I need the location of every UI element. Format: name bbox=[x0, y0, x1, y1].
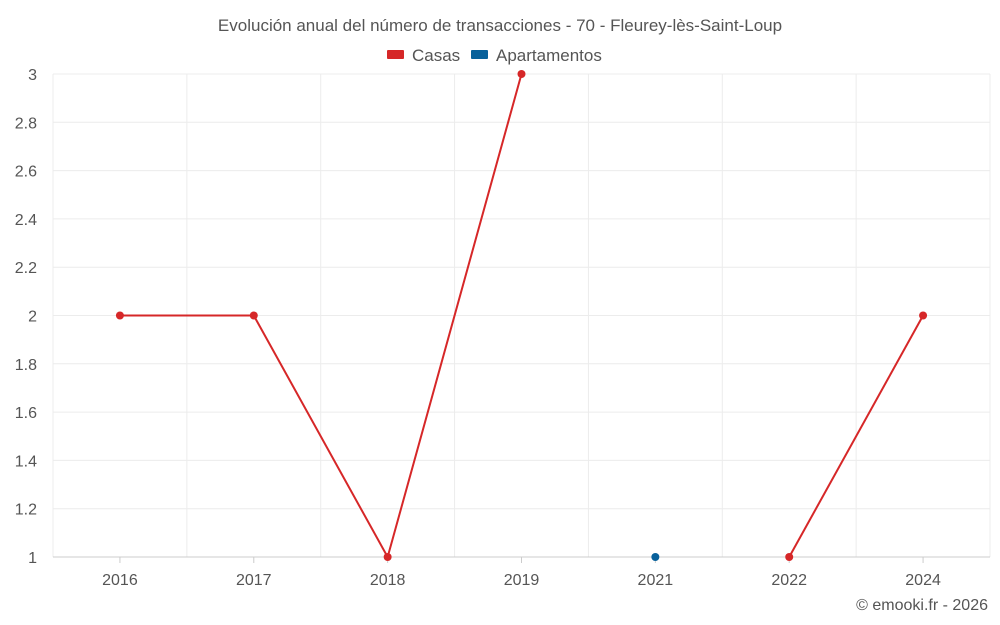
x-tick-label: 2024 bbox=[905, 572, 941, 589]
data-point-casas[interactable] bbox=[383, 553, 392, 561]
x-tick-label: 2017 bbox=[236, 572, 272, 589]
legend: Casas Apartamentos bbox=[387, 46, 602, 65]
credit-text: © emooki.fr - 2026 bbox=[856, 597, 988, 614]
data-point-casas[interactable] bbox=[517, 70, 526, 78]
y-tick-label: 1.6 bbox=[15, 405, 37, 422]
y-tick-label: 2.2 bbox=[15, 260, 37, 277]
y-tick-label: 2 bbox=[28, 309, 37, 326]
y-tick-label: 2.8 bbox=[15, 115, 37, 132]
legend-swatch-apartamentos bbox=[471, 50, 488, 59]
y-tick-label: 2.6 bbox=[15, 164, 37, 181]
legend-swatch-casas bbox=[387, 50, 404, 59]
x-tick-label: 2019 bbox=[504, 572, 540, 589]
data-point-casas[interactable] bbox=[115, 311, 124, 320]
y-tick-label: 1.8 bbox=[15, 357, 37, 374]
x-tick-label: 2016 bbox=[102, 572, 138, 589]
series-layer bbox=[115, 70, 928, 561]
y-tick-label: 3 bbox=[28, 67, 37, 84]
series-line-casas bbox=[788, 315, 924, 558]
chart-title: Evolución anual del número de transaccio… bbox=[218, 16, 782, 35]
y-tick-label: 2.4 bbox=[15, 212, 37, 229]
y-tick-label: 1 bbox=[28, 550, 37, 567]
legend-item-casas[interactable]: Casas bbox=[387, 46, 460, 65]
y-tick-label: 1.2 bbox=[15, 502, 37, 519]
legend-item-apartamentos[interactable]: Apartamentos bbox=[471, 46, 602, 65]
data-point-casas[interactable] bbox=[919, 311, 928, 320]
x-tick-label: 2018 bbox=[370, 572, 406, 589]
data-point-casas[interactable] bbox=[249, 311, 258, 320]
legend-label-apartamentos: Apartamentos bbox=[496, 46, 602, 65]
series-line-casas bbox=[119, 73, 523, 560]
axes: 3 2.8 2.6 2.4 2.2 2 1.8 1.6 1.4 1.2 1 2016 2017 2018 2… bbox=[15, 67, 990, 589]
data-point-apartamentos[interactable] bbox=[651, 553, 660, 561]
legend-label-casas: Casas bbox=[412, 46, 460, 65]
x-tick-label: 2021 bbox=[638, 572, 674, 589]
x-tick-label: 2022 bbox=[771, 572, 807, 589]
y-tick-label: 1.4 bbox=[15, 453, 37, 470]
data-point-casas[interactable] bbox=[785, 553, 794, 561]
